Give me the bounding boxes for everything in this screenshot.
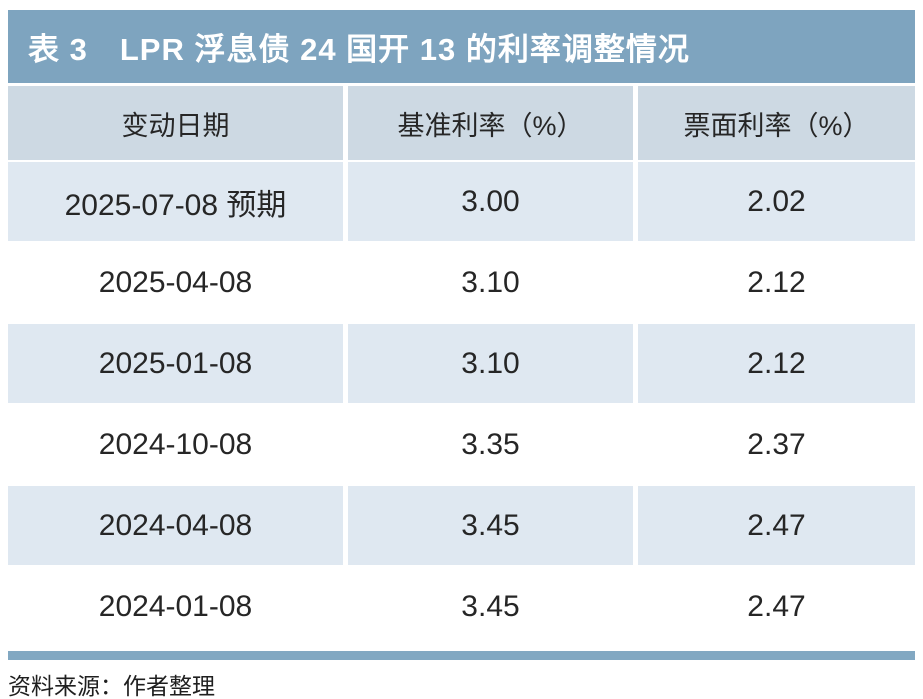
cell-coupon-rate: 2.12 [638,243,915,322]
rate-adjustment-table: 变动日期 基准利率（%） 票面利率（%） 2025-07-08 预期 3.00 … [8,86,915,646]
cell-coupon-rate: 2.02 [638,162,915,241]
table-title-bar: 表 3 LPR 浮息债 24 国开 13 的利率调整情况 [8,10,915,83]
cell-coupon-rate: 2.47 [638,567,915,646]
source-note: 资料来源：作者整理 [8,673,215,699]
cell-change-date: 2024-10-08 [8,405,343,484]
cell-change-date: 2025-04-08 [8,243,343,322]
cell-benchmark-rate: 3.10 [348,243,633,322]
cell-coupon-rate: 2.12 [638,324,915,403]
table-block: 表 3 LPR 浮息债 24 国开 13 的利率调整情况 变动日期 基准利率（%… [8,10,915,699]
cell-coupon-rate: 2.37 [638,405,915,484]
cell-coupon-rate: 2.47 [638,486,915,565]
cell-benchmark-rate: 3.00 [348,162,633,241]
cell-benchmark-rate: 3.10 [348,324,633,403]
cell-change-date: 2025-07-08 预期 [8,162,343,241]
column-header-benchmark-rate: 基准利率（%） [348,86,633,160]
cell-change-date: 2025-01-08 [8,324,343,403]
cell-benchmark-rate: 3.45 [348,486,633,565]
cell-benchmark-rate: 3.35 [348,405,633,484]
cell-change-date: 2024-01-08 [8,567,343,646]
column-header-coupon-rate: 票面利率（%） [638,86,915,160]
cell-change-date: 2024-04-08 [8,486,343,565]
divider-bar [8,651,915,660]
cell-benchmark-rate: 3.45 [348,567,633,646]
column-header-change-date: 变动日期 [8,86,343,160]
table-title: 表 3 LPR 浮息债 24 国开 13 的利率调整情况 [28,32,690,67]
